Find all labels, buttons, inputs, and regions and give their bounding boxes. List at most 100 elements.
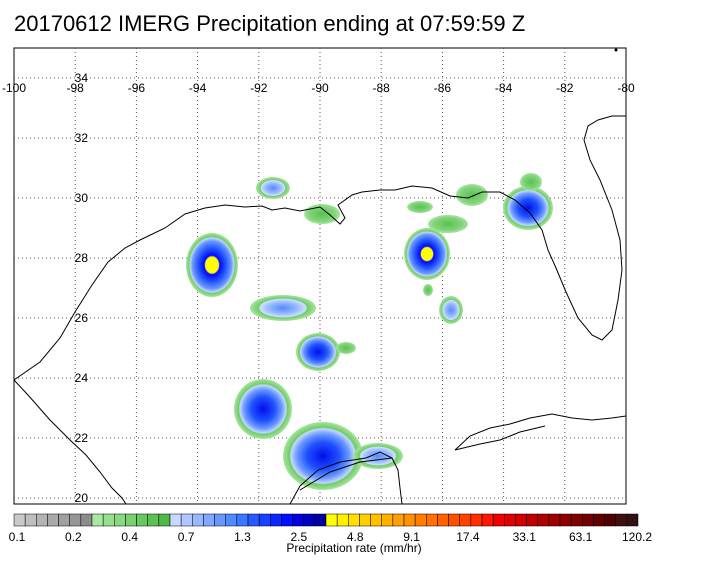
colorbar-swatch xyxy=(325,513,338,527)
colorbar-swatch xyxy=(570,513,583,527)
lon-tick-label: -88 xyxy=(373,81,391,95)
colorbar-swatch xyxy=(169,513,182,527)
colorbar-tick-label: 0.2 xyxy=(65,530,82,544)
colorbar-swatch xyxy=(114,513,126,527)
colorbar-tick-label: 0.7 xyxy=(178,530,195,544)
colorbar-swatch xyxy=(292,513,304,527)
colorbar-swatch xyxy=(225,513,238,527)
colorbar-swatch xyxy=(403,513,416,527)
precip-cell-florida xyxy=(503,186,553,230)
colorbar-swatch xyxy=(370,513,382,527)
lon-tick-label: -86 xyxy=(434,81,452,95)
colorbar-swatch xyxy=(336,513,349,527)
colorbar-swatch xyxy=(180,513,193,527)
colorbar-swatch xyxy=(13,513,26,527)
colorbar-swatch xyxy=(537,513,550,527)
colorbar-swatch xyxy=(270,513,282,527)
precip-cell-green-3 xyxy=(456,184,488,206)
precip-cells xyxy=(186,173,553,490)
colorbar-swatch xyxy=(236,513,249,527)
colorbar-swatch xyxy=(125,513,137,527)
lon-tick-label: -90 xyxy=(311,81,329,95)
corner-marker xyxy=(614,48,618,52)
map-title: 20170612 IMERG Precipitation ending at 0… xyxy=(14,11,526,36)
precip-cell-south xyxy=(234,379,292,439)
colorbar-swatch xyxy=(91,513,104,527)
precip-cell-central xyxy=(296,333,340,371)
colorbar-swatch xyxy=(481,513,494,527)
precip-cell-green-2 xyxy=(428,215,468,233)
colorbar xyxy=(13,513,639,527)
colorbar-swatch xyxy=(381,513,394,527)
colorbar-swatch xyxy=(348,513,360,527)
precip-cell-east-2 xyxy=(439,296,463,324)
lon-tick-label: -98 xyxy=(67,81,85,95)
precip-cell-mid xyxy=(250,295,316,321)
colorbar-swatch xyxy=(526,513,538,527)
colorbar-swatch xyxy=(626,513,639,527)
colorbar-swatch xyxy=(247,513,260,527)
precip-cell-east xyxy=(404,228,450,280)
colorbar-label: Precipitation rate (mm/hr) xyxy=(286,541,422,555)
colorbar-swatch xyxy=(314,513,327,527)
colorbar-swatch xyxy=(448,513,460,527)
colorbar-tick-label: 33.1 xyxy=(513,530,537,544)
lon-tick-label: -100 xyxy=(2,81,26,95)
colorbar-swatch xyxy=(548,513,561,527)
lat-tick-label: 26 xyxy=(75,311,89,325)
colorbar-tick-label: 120.2 xyxy=(622,530,652,544)
colorbar-swatch xyxy=(359,513,371,527)
colorbar-swatch xyxy=(459,513,472,527)
colorbar-swatch xyxy=(36,513,48,527)
colorbar-swatch xyxy=(437,513,449,527)
lat-tick-label: 34 xyxy=(75,71,89,85)
colorbar-swatch xyxy=(392,513,405,527)
precip-cell-green-6 xyxy=(336,342,356,354)
colorbar-swatch xyxy=(24,513,37,527)
colorbar-swatch xyxy=(214,513,226,527)
colorbar-labels: 0.1 0.2 0.4 0.7 1.3 2.5 4.8 9.1 17.4 33.1 63.1 120.… xyxy=(9,530,653,544)
colorbar-swatch xyxy=(47,513,59,527)
precip-cell-green-5 xyxy=(520,173,542,191)
precip-cell-west xyxy=(186,233,238,297)
colorbar-tick-label: 63.1 xyxy=(569,530,593,544)
colorbar-swatch xyxy=(582,513,594,527)
colorbar-swatch xyxy=(559,513,572,527)
colorbar-swatch xyxy=(147,513,160,527)
colorbar-swatch xyxy=(492,513,505,527)
colorbar-tick-label: 0.1 xyxy=(9,530,26,544)
colorbar-tick-label: 1.3 xyxy=(234,530,251,544)
lat-tick-label: 32 xyxy=(75,131,89,145)
lat-tick-label: 22 xyxy=(75,431,89,445)
lat-tick-label: 20 xyxy=(75,491,89,505)
colorbar-swatch xyxy=(136,513,148,527)
coastline xyxy=(14,115,626,504)
colorbar-swatch xyxy=(515,513,527,527)
lon-tick-label: -94 xyxy=(189,81,207,95)
precip-cell-yucatan-1 xyxy=(283,422,363,490)
precip-cell-louisiana xyxy=(256,177,290,199)
colorbar-tick-label: 4.8 xyxy=(347,530,364,544)
precip-cell-green-7 xyxy=(423,284,433,296)
longitude-labels: -100 -98 -96 -94 -92 -90 -88 -86 -84 -82 -80 xyxy=(2,81,635,95)
colorbar-swatch xyxy=(192,513,204,527)
precip-cell-green-4 xyxy=(407,201,433,213)
colorbar-tick-label: 0.4 xyxy=(121,530,138,544)
colorbar-swatch xyxy=(58,513,70,527)
colorbar-swatch xyxy=(504,513,516,527)
lat-tick-label: 24 xyxy=(75,371,89,385)
colorbar-swatch xyxy=(303,513,316,527)
colorbar-swatch xyxy=(158,513,171,527)
colorbar-swatch xyxy=(281,513,293,527)
colorbar-swatch xyxy=(593,513,605,527)
precip-cell-yucatan-2 xyxy=(353,443,403,469)
colorbar-swatch xyxy=(258,513,271,527)
latitude-labels: 34 32 30 28 26 24 22 20 xyxy=(75,71,89,505)
lon-tick-label: -82 xyxy=(556,81,574,95)
colorbar-swatch xyxy=(615,513,628,527)
colorbar-swatch xyxy=(604,513,616,527)
lat-tick-label: 28 xyxy=(75,251,89,265)
colorbar-swatch xyxy=(102,513,115,527)
colorbar-swatch xyxy=(414,513,427,527)
